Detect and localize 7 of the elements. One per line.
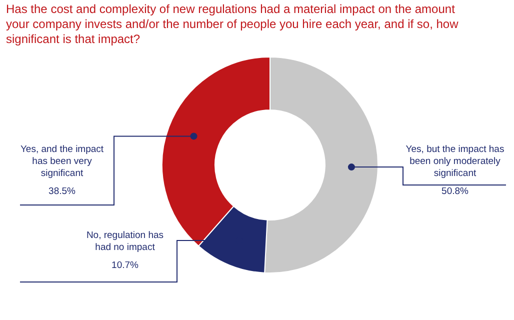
slice-label: Yes, but the impact has been only moderately significant bbox=[406, 144, 504, 179]
data-label: 38.5% bbox=[48, 186, 76, 197]
data-label: 50.8% bbox=[442, 186, 470, 197]
slice-label: Yes, and the impact has been very significant bbox=[20, 144, 104, 179]
slice-label: No, regulation has had no impact bbox=[86, 230, 164, 253]
data-label: 10.7% bbox=[112, 260, 140, 271]
chart-title: Has the cost and complexity of new regulations had a material impact on the amount your company invests and/or the number of people you hire each year, and if so, how significant is that impact? bbox=[6, 2, 459, 46]
